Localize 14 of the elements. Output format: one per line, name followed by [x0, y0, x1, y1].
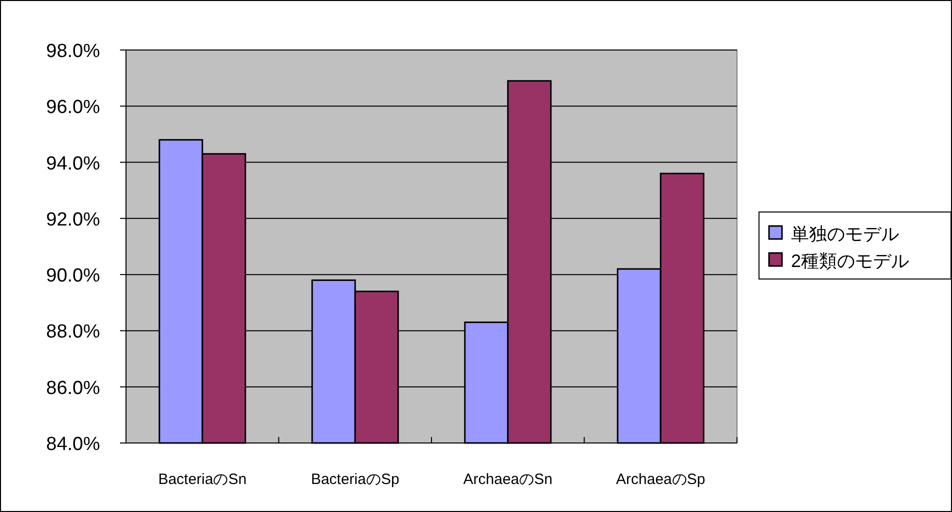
y-tick-label: 96.0% [46, 97, 100, 118]
y-tick-label: 86.0% [46, 378, 100, 399]
y-tick-label: 84.0% [46, 434, 100, 455]
y-tick-label: 94.0% [46, 153, 100, 174]
legend-label: 2種類のモデル [791, 251, 910, 271]
y-tick-label: 92.0% [46, 209, 100, 230]
y-tick-label: 90.0% [46, 266, 100, 287]
x-tick-label: ArchaeaのSn [463, 471, 552, 488]
x-tick-label: BacteriaのSn [158, 471, 247, 488]
legend-label: 単独のモデル [791, 224, 899, 244]
x-tick-label: BacteriaのSp [310, 471, 400, 488]
y-tick-label: 98.0% [46, 41, 100, 62]
y-tick-label: 88.0% [46, 322, 100, 343]
x-tick-label: ArchaeaのSp [616, 471, 706, 488]
